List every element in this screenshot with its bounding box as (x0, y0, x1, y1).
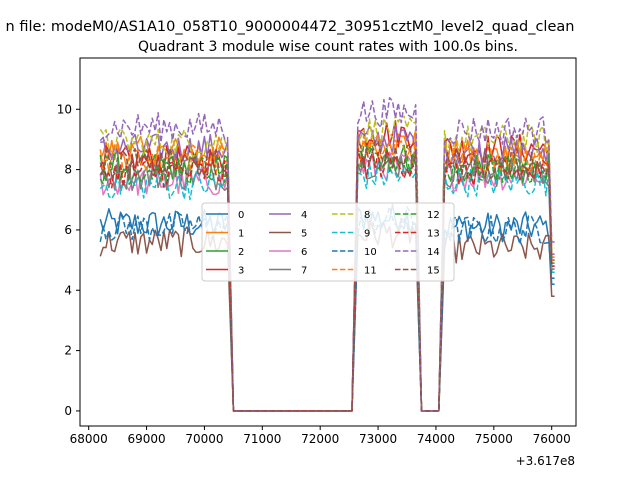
legend-label-5: 5 (301, 229, 307, 240)
legend-label-7: 7 (301, 266, 307, 277)
legend-label-15: 15 (427, 266, 440, 277)
legend-label-8: 8 (364, 210, 370, 221)
legend-label-1: 1 (238, 229, 244, 240)
y-tick-label: 4 (64, 283, 72, 297)
chart-title: Quadrant 3 module wise count rates with … (138, 39, 518, 55)
legend-label-0: 0 (238, 210, 244, 221)
y-tick-label: 6 (64, 223, 72, 237)
series-line-13 (99, 147, 555, 412)
legend-label-6: 6 (301, 247, 307, 258)
y-tick-label: 10 (57, 102, 72, 116)
x-tick-label: 69000 (127, 432, 165, 446)
legend-label-10: 10 (364, 247, 377, 258)
series-line-15 (99, 139, 555, 412)
legend-label-2: 2 (238, 247, 244, 258)
legend-label-11: 11 (364, 266, 377, 277)
y-tick-label: 2 (64, 344, 72, 358)
legend-label-13: 13 (427, 229, 440, 240)
x-tick-label: 74000 (417, 432, 455, 446)
x-axis-offset-label: +3.617e8 (516, 454, 575, 468)
legend-label-3: 3 (238, 266, 244, 277)
legend-label-14: 14 (427, 247, 440, 258)
legend-label-9: 9 (364, 229, 370, 240)
x-tick-label: 73000 (359, 432, 397, 446)
legend-box (201, 202, 455, 282)
figure-suptitle: n file: modeM0/AS1A10_058T10_9000004472_… (6, 19, 575, 35)
y-tick-label: 0 (64, 404, 72, 418)
legend-label-4: 4 (301, 210, 307, 221)
plot-area: 68000 69000 70000 71000 72000 73000 74000 75000… (57, 57, 577, 446)
x-tick-label: 70000 (185, 432, 223, 446)
series-lines (99, 97, 555, 412)
axes-frame (79, 57, 577, 427)
x-tick-label: 71000 (243, 432, 281, 446)
series-line-12 (99, 144, 555, 412)
legend-label-12: 12 (427, 210, 440, 221)
x-tick-label: 75000 (475, 432, 513, 446)
x-tick-label: 72000 (301, 432, 339, 446)
x-tick-label: 76000 (533, 432, 571, 446)
x-tick-label: 68000 (70, 432, 108, 446)
y-tick-label: 8 (64, 163, 72, 177)
